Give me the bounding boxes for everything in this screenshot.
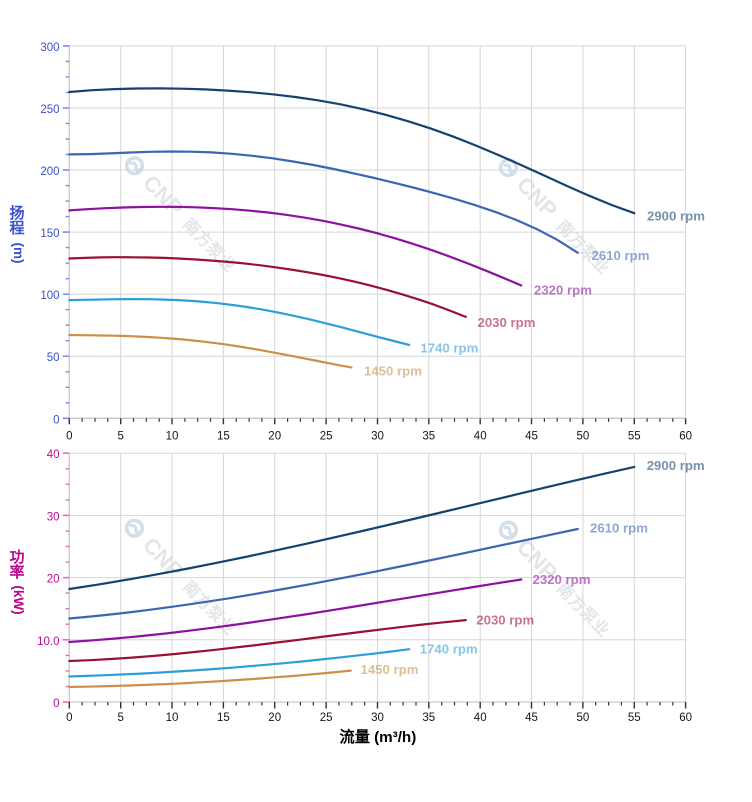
svg-text:2320 rpm: 2320 rpm [534,283,592,298]
svg-text:10: 10 [166,430,179,442]
svg-text:2610 rpm: 2610 rpm [592,248,650,263]
svg-text:1740 rpm: 1740 rpm [420,642,478,657]
svg-text:2320 rpm: 2320 rpm [533,572,591,587]
svg-text:率: 率 [9,563,24,581]
svg-text:2900 rpm: 2900 rpm [647,458,705,473]
svg-text:流量 (m³/h): 流量 (m³/h) [340,728,417,746]
svg-text:20: 20 [268,712,281,724]
svg-text:55: 55 [628,430,641,442]
svg-text:50: 50 [47,352,60,364]
svg-text:(kW): (kW) [11,585,26,614]
svg-text:50: 50 [577,712,590,724]
svg-text:25: 25 [320,430,333,442]
svg-text:0: 0 [66,430,72,442]
svg-text:5: 5 [117,430,123,442]
svg-text:55: 55 [628,712,641,724]
svg-text:45: 45 [525,712,538,724]
svg-text:60: 60 [679,712,692,724]
svg-text:10.0: 10.0 [37,636,59,648]
svg-text:30: 30 [47,511,60,523]
svg-text:30: 30 [371,430,384,442]
svg-text:2900 rpm: 2900 rpm [647,209,705,224]
svg-text:40: 40 [474,712,487,724]
svg-text:50: 50 [577,430,590,442]
svg-text:15: 15 [217,430,230,442]
svg-text:2030 rpm: 2030 rpm [478,315,536,330]
svg-text:0: 0 [53,698,59,710]
svg-text:100: 100 [40,290,59,302]
svg-text:250: 250 [40,104,59,116]
svg-text:45: 45 [525,430,538,442]
svg-text:35: 35 [422,430,435,442]
svg-text:功: 功 [9,549,24,566]
svg-text:0: 0 [66,712,72,724]
svg-text:2610 rpm: 2610 rpm [590,520,648,535]
svg-text:0: 0 [53,414,59,426]
svg-text:程: 程 [9,220,24,237]
svg-text:20: 20 [268,430,281,442]
svg-text:150: 150 [40,228,59,240]
svg-text:1450 rpm: 1450 rpm [361,662,419,677]
svg-text:15: 15 [217,712,230,724]
svg-text:10: 10 [166,712,179,724]
svg-text:60: 60 [679,430,692,442]
svg-text:5: 5 [117,712,123,724]
svg-text:25: 25 [320,712,333,724]
svg-text:20: 20 [47,574,60,586]
svg-text:200: 200 [40,166,59,178]
svg-text:扬: 扬 [9,204,24,222]
svg-text:40: 40 [47,449,60,461]
svg-text:2030 rpm: 2030 rpm [476,612,534,627]
svg-text:30: 30 [371,712,384,724]
svg-text:300: 300 [40,42,59,54]
svg-text:40: 40 [474,430,487,442]
svg-text:35: 35 [422,712,435,724]
svg-text:1740 rpm: 1740 rpm [420,341,478,356]
svg-text:1450 rpm: 1450 rpm [364,363,422,378]
svg-text:(m): (m) [11,243,26,264]
